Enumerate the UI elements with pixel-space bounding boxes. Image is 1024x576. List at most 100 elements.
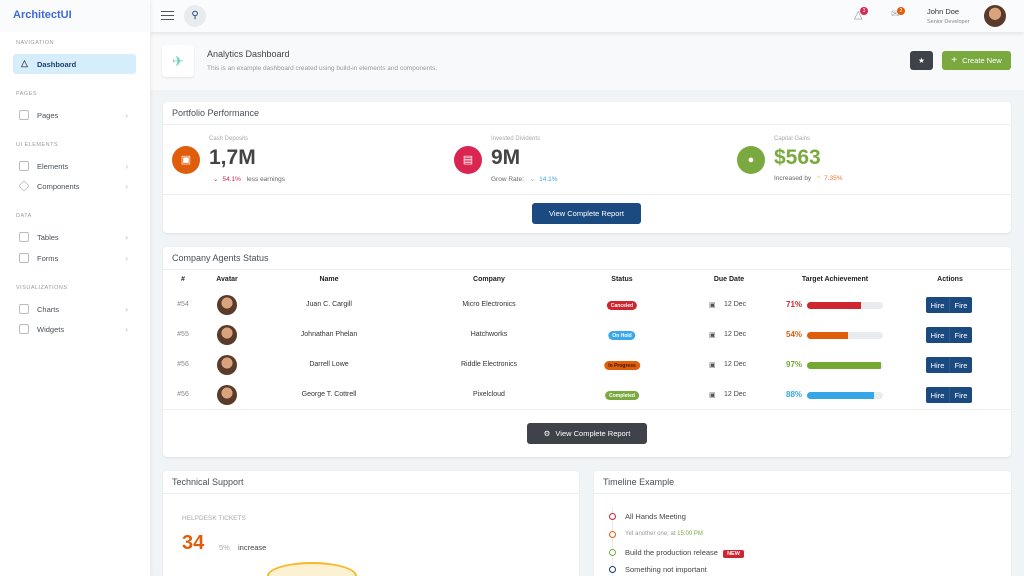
section-ui-elements: UI ELEMENTS <box>16 142 59 148</box>
sidebar-item-components[interactable]: Components › <box>13 176 136 196</box>
row-id: #56 <box>177 391 189 398</box>
search-icon[interactable]: ⚲ <box>184 5 206 27</box>
hire-button[interactable]: Hire <box>926 297 949 313</box>
sidebar-item-label: Elements <box>37 161 69 171</box>
column-header: # <box>181 276 185 283</box>
stat-change: 54.1% <box>222 176 241 183</box>
sidebar: ArchitectUI NAVIGATION △ Dashboard PAGES … <box>0 0 150 576</box>
stat-change-row: Increased by ^ 7.35% <box>774 175 847 182</box>
column-header: Company <box>473 276 505 283</box>
target-value: 88% <box>786 390 803 399</box>
mail-icon[interactable]: ✉ <box>891 9 900 20</box>
sidebar-item-label: Tables <box>37 232 59 242</box>
timeline-text: Build the production release <box>625 548 718 557</box>
sidebar-item-dashboard[interactable]: △ Dashboard <box>13 54 136 74</box>
calendar-icon: ▣ <box>709 392 716 399</box>
sidebar-item-charts[interactable]: Charts › <box>13 299 136 319</box>
sidebar-item-forms[interactable]: Forms › <box>13 248 136 268</box>
sidebar-item-pages[interactable]: Pages › <box>13 105 136 125</box>
button-label: View Complete Report <box>555 429 631 438</box>
gauge-chart <box>267 562 357 576</box>
target-value: 54% <box>786 330 803 339</box>
user-name[interactable]: John Doe <box>927 7 960 16</box>
agents-card: Company Agents Status <box>163 247 1011 457</box>
stat-value: 1,7M <box>209 146 256 169</box>
hire-button[interactable]: Hire <box>926 327 949 343</box>
stat-value: $563 <box>774 146 821 169</box>
create-new-button[interactable]: + Create New <box>942 51 1011 70</box>
agent-avatar <box>217 385 237 405</box>
target-progress <box>807 362 883 369</box>
progress-fill <box>807 302 861 309</box>
agent-company: Riddle Electronics <box>460 361 518 368</box>
arrow-down-icon: ⌄ <box>213 176 219 183</box>
column-header: Actions <box>937 276 963 283</box>
gear-icon: ⚙ <box>543 429 551 438</box>
status-badge: Canceled <box>606 301 638 310</box>
chart-icon <box>19 304 29 314</box>
plane-icon: ✈ <box>162 45 194 77</box>
helpdesk-label: HELPDESK TICKETS <box>182 515 246 522</box>
card-title: Company Agents Status <box>163 247 1011 270</box>
menu-icon[interactable] <box>161 11 174 20</box>
row-id: #56 <box>177 361 189 368</box>
page-title-bar: ✈ Analytics Dashboard This is an example… <box>150 32 1024 90</box>
timeline-dot <box>609 566 616 573</box>
message-badge: 2 <box>897 7 905 15</box>
column-header: Target Achievement <box>801 276 869 283</box>
card-title: Technical Support <box>163 471 579 494</box>
timeline-text: Yet another one, at <box>625 531 676 537</box>
fire-button[interactable]: Fire <box>949 297 972 313</box>
table-icon <box>19 232 29 242</box>
fire-button[interactable]: Fire <box>949 387 972 403</box>
view-report-button[interactable]: View Complete Report <box>532 203 641 224</box>
timeline-text: All Hands Meeting <box>625 512 686 521</box>
sidebar-item-elements[interactable]: Elements › <box>13 156 136 176</box>
agent-avatar <box>217 325 237 345</box>
agent-name: Juan C. Cargill <box>306 301 352 308</box>
agent-name: Johnathan Phelan <box>300 331 358 338</box>
diamond-icon <box>18 180 30 192</box>
due-date: 12 Dec <box>724 391 747 398</box>
hire-button[interactable]: Hire <box>926 387 949 403</box>
due-date: 12 Dec <box>724 331 747 338</box>
section-navigation: NAVIGATION <box>16 40 55 46</box>
sidebar-item-widgets[interactable]: Widgets › <box>13 319 136 339</box>
stat-label: Cash Deposits <box>209 136 249 142</box>
agent-avatar <box>217 355 237 375</box>
stat-icon: ▤ <box>454 146 482 174</box>
stat-icon: ▣ <box>172 146 200 174</box>
status-badge: On Hold <box>608 331 636 340</box>
new-badge: NEW <box>723 550 744 558</box>
timeline-dot <box>609 549 616 556</box>
calendar-icon: ▣ <box>709 362 716 369</box>
ticket-change-label: increase <box>238 543 267 552</box>
create-new-label: Create New <box>962 56 1002 65</box>
timeline-card: Timeline Example All Hands Meeting Yet a… <box>594 471 1011 576</box>
row-id: #55 <box>177 331 189 338</box>
sidebar-item-label: Forms <box>37 253 59 263</box>
fire-button[interactable]: Fire <box>949 357 972 373</box>
arrow-down-icon: ⌄ <box>529 176 536 183</box>
hire-button[interactable]: Hire <box>926 357 949 373</box>
form-icon <box>19 253 29 263</box>
stat-change: 7.35% <box>824 175 843 182</box>
sidebar-item-label: Widgets <box>37 324 65 334</box>
timeline-item: Yet another one, at 15:00 PM <box>625 530 703 539</box>
arrow-up-icon: ^ <box>817 175 821 182</box>
row-id: #54 <box>177 301 189 308</box>
target-value: 71% <box>786 300 803 309</box>
app-logo[interactable]: ArchitectUI <box>13 9 72 21</box>
logo-bar <box>0 0 150 32</box>
view-report-button-2[interactable]: ⚙ View Complete Report <box>527 423 647 444</box>
plus-icon: + <box>951 55 958 66</box>
column-header: Name <box>319 276 339 283</box>
user-avatar[interactable] <box>984 5 1006 27</box>
sidebar-item-label: Dashboard <box>37 59 77 69</box>
star-button[interactable]: ★ <box>910 51 933 70</box>
bell-icon[interactable]: △ <box>854 9 863 21</box>
target-value: 97% <box>786 360 803 369</box>
support-card: Technical Support HELPDESK TICKETS 34 5%… <box>163 471 579 576</box>
sidebar-item-tables[interactable]: Tables › <box>13 227 136 247</box>
fire-button[interactable]: Fire <box>949 327 972 343</box>
